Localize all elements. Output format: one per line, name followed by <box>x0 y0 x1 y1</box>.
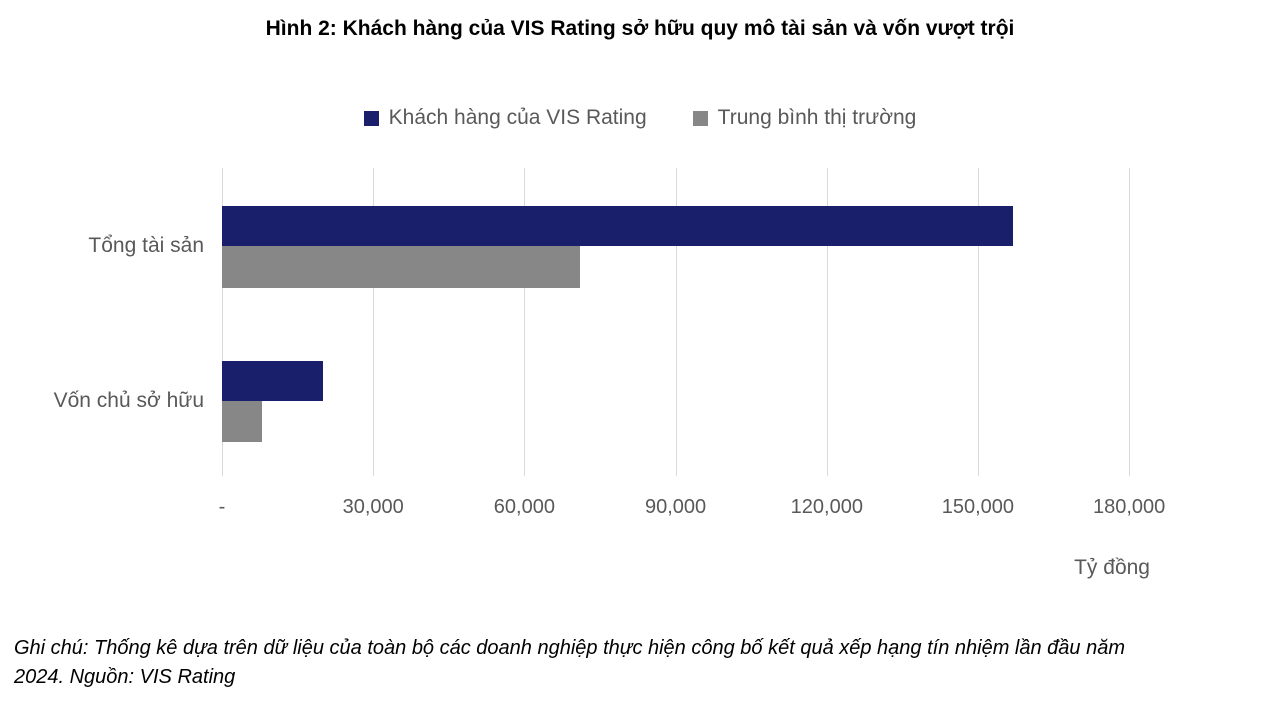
legend-swatch-vis-rating <box>363 110 379 126</box>
gridline <box>524 168 526 476</box>
category-label: Vốn chủ sở hữu <box>53 389 204 412</box>
gridline <box>373 168 375 476</box>
legend-item-market-average: Trung bình thị trường <box>692 106 917 130</box>
footnote: Ghi chú: Thống kê dựa trên dữ liệu của t… <box>14 637 1126 688</box>
x-tick-label: 90,000 <box>645 496 707 518</box>
chart-legend: Khách hàng của VIS Rating Trung bình thị … <box>0 103 1280 133</box>
bar-vis-rating <box>222 206 1014 246</box>
legend-swatch-market-average <box>692 110 708 126</box>
chart-title: Hình 2: Khách hàng của VIS Rating sở hữu… <box>265 17 1015 40</box>
x-tick-label: 60,000 <box>493 496 555 518</box>
gridline <box>977 168 979 476</box>
plot-area <box>222 168 1240 476</box>
x-tick-label: 150,000 <box>941 496 1015 518</box>
x-tick-label: 120,000 <box>790 496 863 518</box>
y-axis-line <box>222 168 223 476</box>
gridline <box>826 168 828 476</box>
gridline <box>675 168 677 476</box>
bar-market-average <box>222 246 580 288</box>
x-tick-label: 180,000 <box>1092 496 1166 518</box>
gridline <box>1129 168 1131 476</box>
x-axis-unit-label: Tỷ đồng <box>1074 556 1150 579</box>
legend-item-vis-rating: Khách hàng của VIS Rating <box>363 106 647 130</box>
legend-label: Trung bình thị trường <box>717 106 917 129</box>
legend-label: Khách hàng của VIS Rating <box>388 106 647 129</box>
x-tick-label: 30,000 <box>342 496 404 518</box>
bar-vis-rating <box>222 361 323 401</box>
category-label: Tổng tài sản <box>88 234 204 257</box>
bar-market-average <box>222 401 263 442</box>
x-tick-label: - <box>218 496 226 518</box>
